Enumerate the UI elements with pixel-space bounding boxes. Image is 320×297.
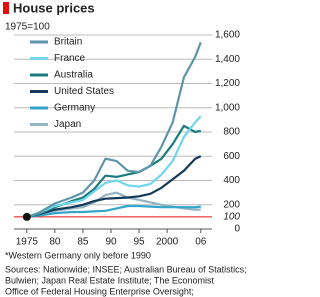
title-marker: [3, 2, 9, 14]
series-line: [26, 204, 201, 218]
y-tick-label: 1,000: [215, 102, 240, 113]
series-line: [26, 115, 202, 218]
reference-label: 100: [223, 212, 240, 223]
source-line: Office of Federal Housing Enterprise Ove…: [5, 286, 194, 296]
legend-label: Australia: [54, 70, 93, 81]
x-tick-label: 95: [133, 237, 145, 248]
x-tick-label: 2000: [156, 237, 179, 248]
y-tick-label: 800: [223, 127, 240, 138]
y-tick-label: 600: [223, 151, 240, 162]
start-point: [22, 212, 31, 221]
legend-label: Germany: [54, 103, 95, 114]
y-tick-label: 400: [223, 175, 240, 186]
x-tick-label: 80: [49, 237, 61, 248]
subtitle: 1975=100: [5, 22, 50, 33]
x-tick-label: 1975: [16, 237, 39, 248]
legend-label: Britain: [54, 37, 82, 48]
legend-label: Japan: [54, 119, 81, 130]
source-line: Bulwien; Japan Real Estate Institute; Th…: [5, 275, 214, 285]
x-tick-label: 06: [195, 237, 207, 248]
legend-label: United States: [54, 86, 114, 97]
y-tick-label: 1,200: [215, 78, 240, 89]
source-line: Sources: Nationwide; INSEE; Australian B…: [5, 264, 247, 274]
chart-title: House prices: [13, 0, 95, 15]
series-line: [26, 155, 202, 218]
footnote: *Western Germany only before 1990: [5, 250, 151, 260]
chart: House prices 1975=100 *Western Germany o…: [3, 0, 247, 296]
x-tick-label: 85: [77, 237, 89, 248]
y-tick-label: 1,600: [215, 30, 240, 41]
y-tick-label: 0: [234, 224, 240, 235]
y-tick-label: 1,400: [215, 54, 240, 65]
legend-label: France: [54, 53, 86, 64]
series-line: [26, 41, 202, 218]
y-tick-label: 200: [223, 199, 240, 210]
x-tick-label: 90: [105, 237, 117, 248]
series-line: [26, 124, 202, 218]
